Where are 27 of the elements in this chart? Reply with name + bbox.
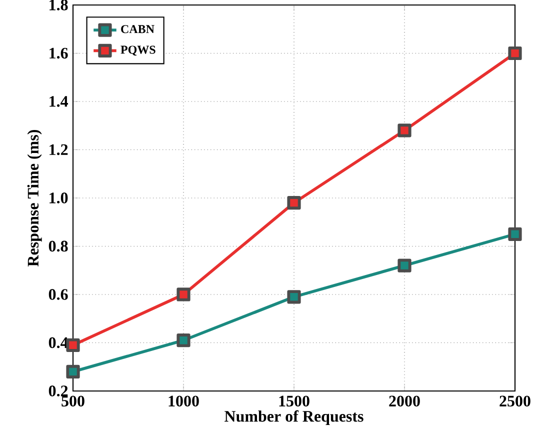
y-tick-label: 1.0: [50, 192, 68, 204]
y-tick-label: 1.2: [50, 144, 68, 156]
x-tick-label: 1500: [279, 396, 310, 406]
x-tick-label: 500: [62, 396, 84, 406]
y-tick-label: 1.6: [50, 48, 68, 59]
point: [287, 196, 301, 210]
x-axis-title: Number of Requests: [224, 410, 364, 425]
x-tick-label: 1000: [168, 396, 199, 406]
point: [398, 124, 412, 138]
y-tick-label: 0.2: [48, 386, 68, 396]
point: [176, 334, 190, 348]
point: [398, 258, 412, 272]
point: [66, 364, 80, 378]
y-tick-label: 0.8: [48, 240, 68, 252]
y-tick-label: 1.4: [50, 96, 68, 107]
point: [287, 290, 301, 304]
point: [508, 46, 522, 60]
y-tick-label: 0.6: [48, 289, 68, 300]
x-tick-label: 2500: [500, 396, 530, 406]
y-axis-title: Response Time (ms): [27, 130, 42, 266]
legend-label: CABN: [121, 25, 154, 34]
legend-label: PQWS: [120, 46, 156, 56]
point: [176, 288, 190, 302]
x-tick-label: 2000: [389, 396, 420, 406]
y-tick-label: 1.8: [50, 0, 68, 10]
point: [508, 227, 522, 241]
point: [66, 338, 80, 352]
